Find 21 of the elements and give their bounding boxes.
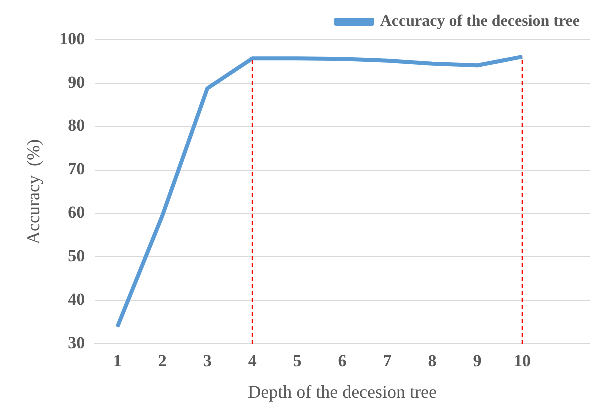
x-tick-label: 4	[248, 352, 258, 371]
x-tick-label: 9	[473, 352, 482, 371]
x-tick-label: 10	[514, 352, 532, 371]
y-tick-label: 30	[68, 333, 86, 352]
y-tick-label: 60	[68, 203, 86, 222]
x-tick-label: 7	[383, 352, 392, 371]
x-tick-label: 5	[293, 352, 302, 371]
y-tick-label: 90	[68, 72, 86, 92]
y-tick-label: 100	[60, 29, 86, 48]
x-axis-title: Depth of the decesion tree	[248, 382, 438, 402]
y-axis-title: Accuracy (%)	[24, 140, 44, 244]
x-tick-label: 2	[158, 352, 167, 371]
y-tick-label: 50	[68, 246, 86, 266]
y-tick-label: 80	[68, 116, 86, 136]
y-tick-label: 70	[68, 160, 86, 179]
y-tick-label: 40	[68, 290, 86, 309]
x-tick-label: 3	[203, 352, 212, 371]
x-tick-label: 6	[338, 352, 347, 371]
x-tick-label: 8	[428, 352, 437, 371]
x-tick-label: 1	[113, 352, 122, 371]
legend-label: Accuracy of the decesion tree	[380, 13, 580, 30]
